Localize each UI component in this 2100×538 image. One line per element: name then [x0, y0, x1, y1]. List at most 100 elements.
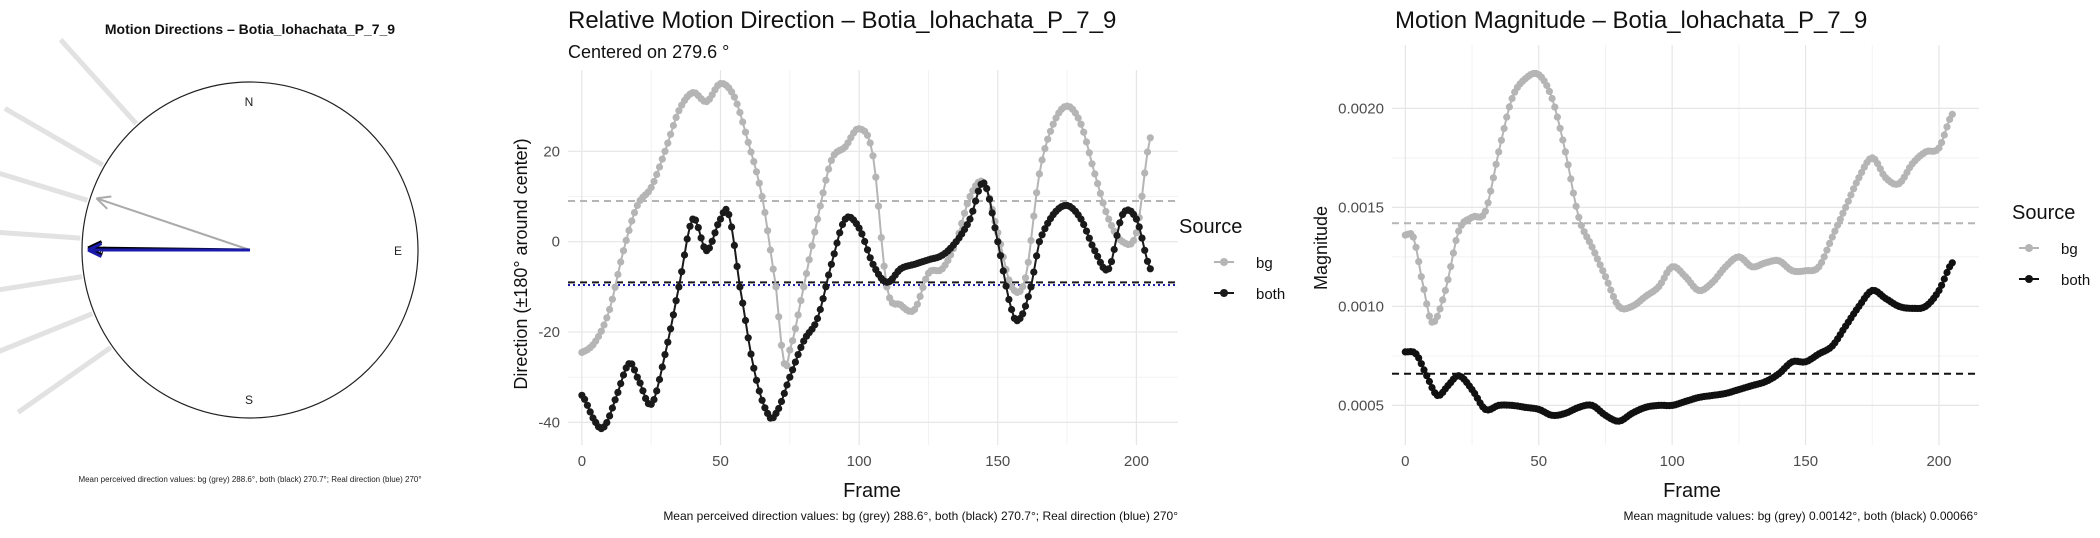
direction-point-both [669, 311, 677, 319]
direction-point-both [1110, 245, 1118, 254]
direction-point-bg [675, 107, 683, 115]
direction-point-bg [1021, 274, 1030, 282]
magnitude-point-bg [1409, 233, 1417, 241]
direction-point-bg [866, 139, 874, 147]
direction-point-bg [1033, 189, 1041, 197]
direction-point-bg [874, 202, 883, 210]
direction-point-bg [1077, 120, 1085, 128]
direction-point-bg [658, 155, 666, 163]
compass-spoke-4 [0, 311, 94, 354]
magnitude-point-bg [1940, 131, 1948, 139]
magnitude-point-bg [1556, 124, 1564, 132]
direction-point-both [661, 351, 669, 359]
direction-point-bg [872, 173, 880, 181]
direction-point-both [614, 388, 622, 396]
direction-panel: Relative Motion Direction – Botia_lohach… [500, 0, 1300, 533]
direction-point-both [655, 375, 664, 384]
direction-point-bg [789, 337, 797, 345]
direction-point-both [863, 246, 872, 254]
direction-legend-both-label: both [1256, 286, 1285, 303]
compass-panel: Motion Directions – Botia_lohachata_P_7_… [0, 0, 500, 533]
direction-point-both [1002, 282, 1010, 290]
direction-point-bg [916, 292, 924, 300]
direction-point-both [980, 179, 988, 187]
magnitude-point-bg [1548, 94, 1556, 103]
direction-point-both [1116, 219, 1124, 227]
compass-spoke-1 [0, 170, 89, 203]
direction-point-both [1082, 227, 1091, 235]
direction-point-bg [608, 295, 616, 303]
magnitude-point-bg [1850, 185, 1858, 193]
direction-point-both [1085, 234, 1093, 242]
direction-point-both [1030, 268, 1038, 276]
direction-ytick-label: -20 [538, 324, 560, 341]
direction-point-both [816, 305, 824, 314]
magnitude-point-bg [1607, 286, 1615, 294]
direction-hlines [568, 200, 1178, 287]
direction-point-both [786, 373, 794, 381]
direction-ytick-label: -40 [538, 414, 560, 431]
direction-point-bg [614, 270, 622, 279]
magnitude-point-bg [1569, 189, 1577, 197]
magnitude-point-both [1415, 354, 1423, 362]
magnitude-point-bg [1487, 187, 1495, 195]
direction-point-both [1135, 223, 1143, 231]
direction-point-both [744, 334, 752, 342]
direction-point-bg [1096, 189, 1104, 197]
direction-point-bg [606, 305, 614, 314]
direction-point-bg [664, 139, 672, 147]
magnitude-point-bg [1839, 209, 1847, 217]
magnitude-point-bg [1831, 227, 1839, 235]
magnitude-ticks: 0 50 100 150 200 0.0005 0.0010 0.0015 0.0020 [1338, 100, 1951, 470]
direction-point-bg [1091, 170, 1099, 178]
direction-point-bg [1005, 276, 1013, 284]
magnitude-point-bg [1508, 94, 1516, 103]
compass-spoke-0 [3, 106, 105, 168]
direction-point-both [797, 343, 805, 351]
compass-spoke-5 [16, 345, 113, 415]
magnitude-point-bg [1842, 203, 1850, 211]
magnitude-point-bg [1855, 174, 1863, 182]
direction-point-both [630, 366, 639, 374]
direction-point-bg [758, 192, 766, 201]
direction-point-both [619, 371, 628, 379]
magnitude-point-bg [1441, 286, 1449, 295]
direction-point-bg [630, 209, 639, 217]
direction-point-both [1113, 231, 1121, 240]
direction-point-both [775, 404, 783, 413]
direction-point-both [714, 221, 722, 229]
direction-point-bg [752, 168, 761, 176]
direction-point-both [988, 209, 996, 217]
direction-point-both [813, 314, 822, 323]
magnitude-point-bg [1503, 113, 1511, 121]
magnitude-point-bg [1935, 144, 1943, 152]
direction-point-both [586, 408, 594, 416]
direction-point-bg [1102, 208, 1110, 216]
direction-point-both [761, 404, 769, 412]
magnitude-ytick-label: 0.0020 [1338, 100, 1384, 117]
direction-point-bg [825, 165, 833, 173]
direction-point-both [581, 395, 589, 403]
direction-point-both [1088, 241, 1096, 249]
magnitude-point-bg [1836, 215, 1844, 223]
direction-point-both [994, 238, 1002, 246]
magnitude-legend-bg-label: bg [2061, 241, 2078, 258]
direction-point-both [855, 224, 863, 232]
compass-arrowhead-bg-1 [96, 195, 112, 200]
direction-series-line-bg [581, 82, 1152, 368]
direction-point-bg [747, 148, 755, 156]
direction-point-bg [1143, 148, 1152, 156]
direction-point-bg [769, 265, 777, 273]
direction-legend-bg-label: bg [1256, 255, 1273, 272]
compass-label-e: E [394, 244, 402, 258]
direction-point-bg [611, 283, 619, 291]
magnitude-point-bg [1601, 273, 1610, 281]
direction-point-both [825, 271, 833, 279]
direction-point-both [1138, 234, 1146, 242]
direction-point-both [1041, 225, 1049, 233]
direction-ticks: 0 50 100 150 200 -40 -20 0 20 [538, 143, 1149, 470]
direction-point-bg [750, 158, 758, 166]
magnitude-point-both [1417, 360, 1425, 368]
magnitude-point-bg [1484, 199, 1492, 207]
direction-point-bg [617, 258, 625, 266]
